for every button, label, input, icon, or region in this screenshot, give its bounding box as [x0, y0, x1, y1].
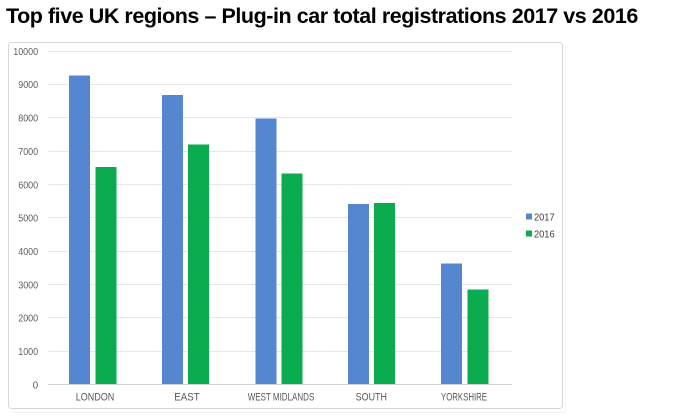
svg-text:YORKSHIRE: YORKSHIRE — [441, 392, 487, 404]
svg-text:10000: 10000 — [13, 47, 38, 58]
svg-text:SOUTH: SOUTH — [356, 392, 387, 404]
svg-text:2000: 2000 — [18, 314, 38, 325]
svg-text:8000: 8000 — [18, 114, 38, 125]
svg-text:5000: 5000 — [18, 214, 38, 225]
svg-text:1000: 1000 — [18, 347, 38, 358]
svg-text:LONDON: LONDON — [76, 392, 115, 404]
svg-text:4000: 4000 — [18, 247, 38, 258]
svg-text:2016: 2016 — [534, 230, 555, 241]
svg-text:9000: 9000 — [18, 80, 38, 91]
svg-text:2017: 2017 — [534, 213, 555, 224]
svg-text:7000: 7000 — [18, 147, 38, 158]
svg-text:0: 0 — [33, 380, 39, 391]
svg-text:EAST: EAST — [174, 392, 200, 404]
svg-text:WEST MIDLANDS: WEST MIDLANDS — [248, 392, 315, 404]
svg-text:3000: 3000 — [18, 280, 38, 291]
svg-text:6000: 6000 — [18, 180, 38, 191]
